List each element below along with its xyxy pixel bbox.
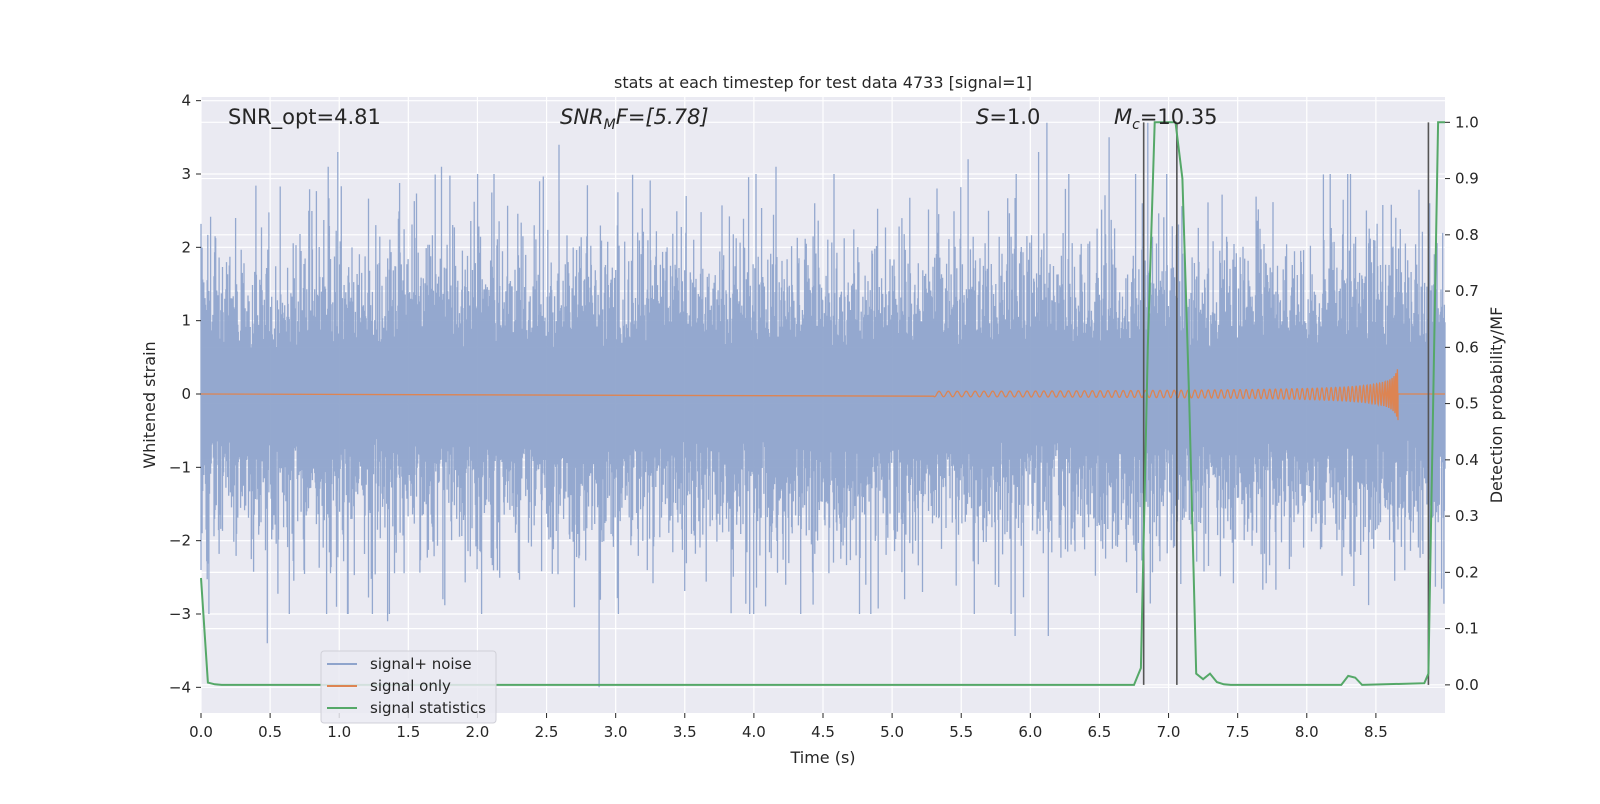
y-axis-left-label: Whitened strain <box>140 341 159 468</box>
legend-label-signal: signal only <box>370 677 451 695</box>
x-tick-label: 2.5 <box>535 723 559 741</box>
x-tick-label: 2.0 <box>466 723 490 741</box>
x-tick-label: 3.0 <box>604 723 628 741</box>
snr-opt-annotation: SNR_opt=4.81 <box>228 105 381 130</box>
y-left-tick-label: 0 <box>181 385 191 403</box>
y-right-tick-label: 0.3 <box>1455 507 1479 525</box>
snr-mf-annotation: SNRMF=[5.78] <box>560 105 709 133</box>
y-right-tick-label: 0.0 <box>1455 676 1479 694</box>
x-tick-label: 1.0 <box>327 723 351 741</box>
x-tick-label: 3.5 <box>673 723 697 741</box>
mc-annotation: Mc=10.35 <box>1114 105 1218 133</box>
legend: signal+ noise signal only signal statist… <box>320 650 497 724</box>
x-tick-label: 0.5 <box>258 723 282 741</box>
x-tick-label: 0.0 <box>189 723 213 741</box>
x-tick-label: 7.0 <box>1157 723 1181 741</box>
x-tick-label: 7.5 <box>1226 723 1250 741</box>
y-left-tick-label: −3 <box>169 605 191 623</box>
snr-mf-sub: M <box>604 117 616 133</box>
noise-series-line <box>200 122 1446 688</box>
y-right-tick-label: 0.7 <box>1455 282 1479 300</box>
mc-main: M <box>1114 105 1132 129</box>
x-tick-label: 6.5 <box>1088 723 1112 741</box>
snr-mf-main: SNR <box>560 105 604 129</box>
x-tick-label: 4.5 <box>811 723 835 741</box>
y-left-tick-label: −1 <box>169 458 191 476</box>
signal-only-line <box>200 369 1445 421</box>
legend-label-statistics: signal statistics <box>370 699 486 717</box>
y-right-tick-label: 0.6 <box>1455 338 1479 356</box>
y-right-tick-label: 0.5 <box>1455 395 1479 413</box>
x-tick-label: 8.0 <box>1295 723 1319 741</box>
x-axis-label: Time (s) <box>789 748 855 767</box>
y-right-tick-label: 1.0 <box>1455 113 1479 131</box>
y-right-tick-label: 0.8 <box>1455 226 1479 244</box>
y-left-tick-label: 3 <box>181 165 191 183</box>
mc-sub: c <box>1132 117 1140 133</box>
y-left-tick-label: 4 <box>181 92 191 110</box>
y-axis-right-label: Detection probability/MF <box>1487 307 1506 504</box>
chart-title: stats at each timestep for test data 473… <box>614 73 1032 92</box>
mc-rest: =10.35 <box>1140 105 1218 129</box>
y-right-tick-label: 0.2 <box>1455 563 1479 581</box>
y-right-tick-label: 0.1 <box>1455 620 1479 638</box>
s-main: S <box>976 105 989 129</box>
s-rest: =1.0 <box>989 105 1040 129</box>
y-left-tick-label: −2 <box>169 532 191 550</box>
signal-statistics-line <box>200 121 1445 686</box>
s-annotation: S=1.0 <box>976 105 1040 129</box>
x-tick-label: 5.5 <box>949 723 973 741</box>
legend-box <box>320 650 497 724</box>
x-tick-label: 5.0 <box>880 723 904 741</box>
x-tick-label: 8.5 <box>1364 723 1388 741</box>
y-right-tick-label: 0.9 <box>1455 170 1479 188</box>
y-left-tick-label: 2 <box>181 238 191 256</box>
y-right-tick-label: 0.4 <box>1455 451 1479 469</box>
y-left-tick-label: 1 <box>181 312 191 330</box>
x-tick-label: 1.5 <box>396 723 420 741</box>
snr-mf-rest: F=[5.78] <box>616 105 709 129</box>
y-left-tick-label: −4 <box>169 678 191 696</box>
x-tick-label: 4.0 <box>742 723 766 741</box>
x-tick-label: 6.0 <box>1018 723 1042 741</box>
legend-label-noise: signal+ noise <box>370 655 472 673</box>
